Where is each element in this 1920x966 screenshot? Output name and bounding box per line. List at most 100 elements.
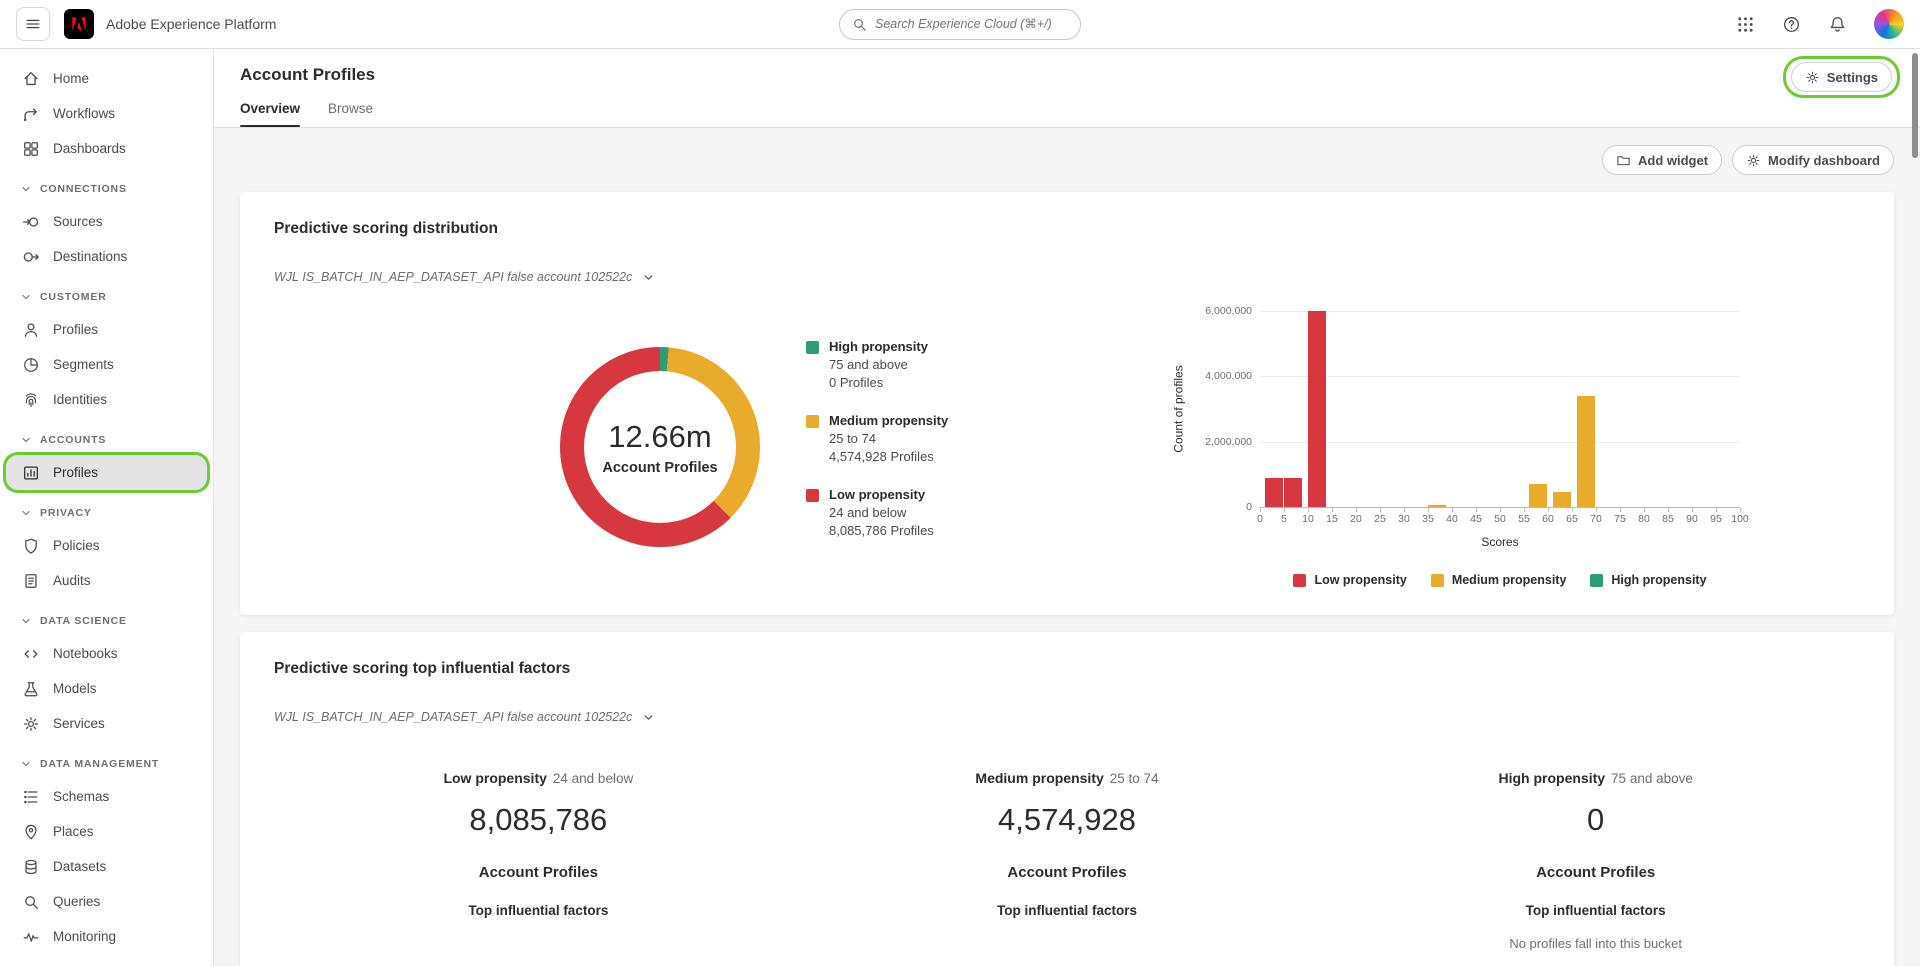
scrollbar-thumb[interactable] xyxy=(1912,53,1918,158)
factor-column-medium: Medium propensity 25 to 74 4,574,928 Acco… xyxy=(803,770,1332,951)
sidebar-section-connections[interactable]: CONNECTIONS xyxy=(0,174,213,204)
help-icon[interactable] xyxy=(1782,15,1801,34)
histogram-bar xyxy=(1284,477,1302,507)
sidebar-item-segments[interactable]: Segments xyxy=(5,347,208,382)
scrollbar[interactable] xyxy=(1910,49,1920,966)
sidebar-item-models[interactable]: Models xyxy=(5,671,208,706)
sidebar-item-policies[interactable]: Policies xyxy=(5,528,208,563)
bucket-subtitle: Top influential factors xyxy=(1525,903,1666,918)
legend-range: 24 and below xyxy=(829,505,907,520)
sidebar-item-home[interactable]: Home xyxy=(5,61,208,96)
gridline xyxy=(1260,441,1740,443)
code-icon xyxy=(22,645,40,663)
histogram-bar xyxy=(1264,477,1283,507)
dataset-selector[interactable]: WJL IS_BATCH_IN_AEP_DATASET_API false ac… xyxy=(274,710,655,724)
modify-dashboard-button[interactable]: Modify dashboard xyxy=(1732,145,1894,175)
x-tick-label: 90 xyxy=(1686,508,1698,525)
avatar[interactable] xyxy=(1874,9,1904,39)
gear-icon xyxy=(1805,70,1820,85)
sidebar-item-notebooks[interactable]: Notebooks xyxy=(5,636,208,671)
bucket-subtitle: Top influential factors xyxy=(997,903,1138,918)
sidebar-item-destinations[interactable]: Destinations xyxy=(5,239,208,274)
legend-swatch xyxy=(1293,573,1307,587)
apps-grid-icon[interactable] xyxy=(1736,15,1755,34)
x-tick-label: 100 xyxy=(1731,508,1749,525)
add-widget-label: Add widget xyxy=(1638,152,1709,168)
legend-swatch-high xyxy=(806,341,819,354)
legend-name: High propensity xyxy=(829,339,928,354)
bucket-subtitle: Top influential factors xyxy=(468,903,609,918)
x-tick-label: 85 xyxy=(1662,508,1674,525)
sidebar-section-accounts[interactable]: ACCOUNTS xyxy=(0,425,213,455)
sidebar-item-workflows[interactable]: Workflows xyxy=(5,96,208,131)
histogram-bar xyxy=(1528,484,1547,507)
x-tick-label: 25 xyxy=(1374,508,1386,525)
search-input[interactable] xyxy=(875,17,1068,31)
sidebar-item-label: Identities xyxy=(53,392,108,407)
histogram-legend-item: Medium propensity xyxy=(1430,573,1567,587)
legend-item-high: High propensity 75 and above 0 Profiles xyxy=(806,339,978,390)
x-tick-label: 40 xyxy=(1446,508,1458,525)
dashboard-toolbar: Add widget Modify dashboard xyxy=(214,128,1920,175)
notifications-bell-icon[interactable] xyxy=(1828,15,1847,34)
legend-swatch-medium xyxy=(806,415,819,428)
sidebar-item-audits[interactable]: Audits xyxy=(5,563,208,598)
sidebar-item-label: Queries xyxy=(53,894,101,909)
sidebar-item-label: Workflows xyxy=(53,106,116,121)
workflow-icon xyxy=(22,105,40,123)
x-tick-label: 15 xyxy=(1326,508,1338,525)
dataset-selector[interactable]: WJL IS_BATCH_IN_AEP_DATASET_API false ac… xyxy=(274,270,655,284)
card-title: Predictive scoring top influential facto… xyxy=(274,660,571,677)
sidebar-item-queries[interactable]: Queries xyxy=(5,884,208,919)
sidebar-item-customer-profiles[interactable]: Profiles xyxy=(5,312,208,347)
hamburger-icon xyxy=(24,15,42,33)
sidebar-item-label: Destinations xyxy=(53,249,128,264)
y-axis-title: Count of profiles xyxy=(1172,365,1187,453)
sidebar-item-label: Audits xyxy=(53,573,91,588)
x-tick-label: 65 xyxy=(1566,508,1578,525)
sidebar-item-accounts-profiles[interactable]: Profiles xyxy=(3,452,210,493)
tab-overview[interactable]: Overview xyxy=(240,101,301,127)
bucket-range: 25 to 74 xyxy=(1109,771,1159,786)
x-axis-title: Scores xyxy=(1481,535,1519,549)
sidebar-item-identities[interactable]: Identities xyxy=(5,382,208,417)
card-title: Predictive scoring distribution xyxy=(274,220,498,237)
settings-button-label: Settings xyxy=(1826,69,1878,85)
gridline xyxy=(1260,507,1740,508)
settings-button[interactable]: Settings xyxy=(1790,62,1892,92)
sidebar-item-schemas[interactable]: Schemas xyxy=(5,779,208,814)
sidebar-item-datasets[interactable]: Datasets xyxy=(5,849,208,884)
tab-bar: Overview Browse xyxy=(240,101,1894,127)
sidebar-item-dashboards[interactable]: Dashboards xyxy=(5,131,208,166)
global-search[interactable] xyxy=(839,8,1081,40)
sidebar-item-monitoring[interactable]: Monitoring xyxy=(5,919,208,954)
shield-icon xyxy=(22,537,40,555)
legend-count: 0 Profiles xyxy=(829,375,884,390)
chevron-down-icon xyxy=(20,434,32,446)
predictive-scoring-distribution-card: Predictive scoring distribution WJL IS_B… xyxy=(240,192,1894,615)
sidebar-item-services[interactable]: Services xyxy=(5,706,208,741)
bucket-entity: Account Profiles xyxy=(1007,864,1127,881)
add-widget-button[interactable]: Add widget xyxy=(1602,145,1723,175)
tab-browse[interactable]: Browse xyxy=(328,101,374,116)
sidebar-section-data-science[interactable]: DATA SCIENCE xyxy=(0,606,213,636)
sidebar-section-customer[interactable]: CUSTOMER xyxy=(0,282,213,312)
donut-total-label: Account Profiles xyxy=(602,459,718,476)
section-label: DATA SCIENCE xyxy=(40,615,127,627)
query-search-icon xyxy=(22,893,40,911)
sidebar-item-places[interactable]: Places xyxy=(5,814,208,849)
sidebar-section-privacy[interactable]: PRIVACY xyxy=(0,498,213,528)
adobe-logo-icon xyxy=(69,14,89,34)
x-tick-label: 80 xyxy=(1638,508,1650,525)
flask-icon xyxy=(22,680,40,698)
destination-icon xyxy=(22,248,40,266)
bucket-count: 8,085,786 xyxy=(469,802,608,837)
y-axis-labels: 0 2,000,000 4,000,000 6,000,000 xyxy=(1192,305,1260,513)
page-header: Account Profiles Overview Browse Setting… xyxy=(214,49,1920,128)
sidebar-section-data-management[interactable]: DATA MANAGEMENT xyxy=(0,749,213,779)
hamburger-menu-button[interactable] xyxy=(16,7,50,41)
section-label: CONNECTIONS xyxy=(40,183,127,195)
gridline xyxy=(1260,311,1740,312)
legend-label: Medium propensity xyxy=(1451,573,1567,587)
sidebar-item-sources[interactable]: Sources xyxy=(5,204,208,239)
